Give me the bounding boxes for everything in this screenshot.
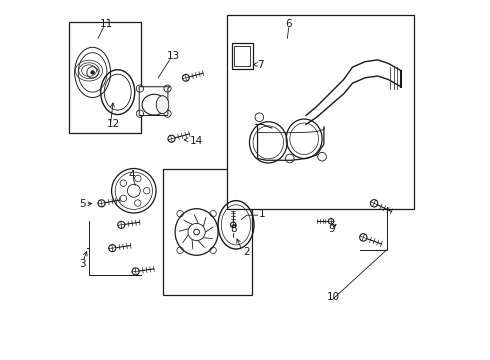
Ellipse shape <box>156 96 169 114</box>
Text: 14: 14 <box>190 136 203 145</box>
Text: 10: 10 <box>327 292 340 302</box>
Text: 2: 2 <box>243 247 249 257</box>
Text: 6: 6 <box>285 19 292 29</box>
Text: 4: 4 <box>128 170 135 180</box>
Text: 13: 13 <box>167 51 180 61</box>
Text: 7: 7 <box>258 59 264 69</box>
Text: 12: 12 <box>107 120 120 129</box>
Text: 3: 3 <box>79 259 86 269</box>
Text: 9: 9 <box>328 225 335 234</box>
Text: 11: 11 <box>100 19 113 29</box>
Bar <box>232 43 252 69</box>
Bar <box>163 169 252 295</box>
Text: 1: 1 <box>259 209 265 219</box>
Bar <box>227 15 414 209</box>
Bar <box>234 45 250 66</box>
Polygon shape <box>139 87 170 116</box>
Circle shape <box>91 70 95 75</box>
Bar <box>69 22 141 134</box>
Text: 8: 8 <box>231 225 237 234</box>
Text: 5: 5 <box>79 199 86 210</box>
